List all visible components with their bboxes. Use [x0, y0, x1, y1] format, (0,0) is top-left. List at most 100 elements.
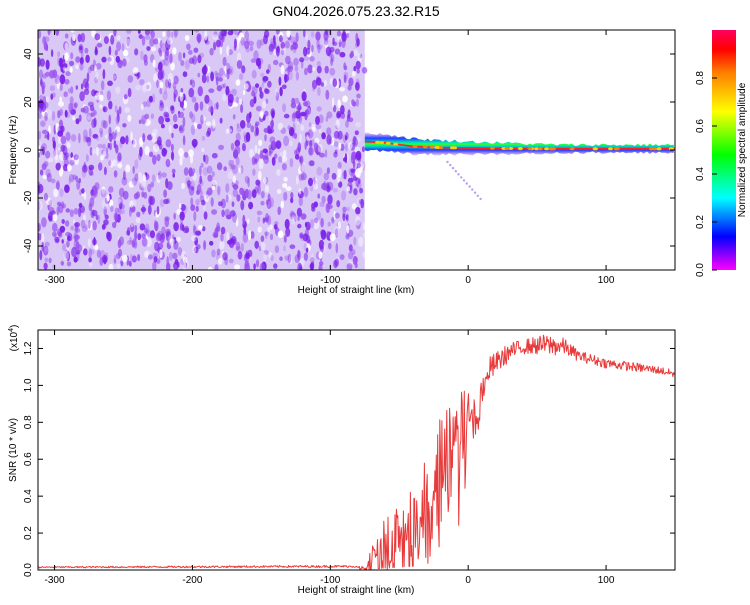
noise-speck [304, 100, 311, 108]
noise-speck [63, 250, 69, 261]
noise-speck [84, 81, 90, 91]
noise-speck [239, 187, 244, 195]
noise-speck [191, 113, 196, 123]
noise-speck [355, 216, 361, 226]
noise-speck [356, 219, 361, 230]
x-tick-label: -300 [45, 275, 65, 286]
noise-speck [248, 40, 254, 47]
noise-speck [75, 118, 80, 125]
noise-speck [74, 234, 80, 240]
noise-speck [262, 148, 268, 154]
noise-speck [45, 150, 51, 159]
noise-speck [308, 146, 313, 156]
noise-speck [296, 118, 302, 125]
noise-speck [125, 38, 131, 49]
noise-speck [283, 113, 290, 119]
noise-speck [218, 257, 223, 265]
noise-speck [184, 35, 190, 41]
noise-speck [334, 227, 339, 237]
noise-speck [350, 168, 357, 173]
noise-speck [314, 217, 318, 224]
noise-speck [297, 106, 302, 111]
noise-speck [181, 182, 186, 190]
noise-speck [324, 38, 329, 46]
noise-speck [252, 168, 256, 176]
noise-speck [152, 59, 156, 68]
noise-speck [226, 45, 230, 56]
noise-speck [324, 41, 329, 48]
noise-speck [216, 225, 221, 232]
noise-speck [141, 191, 145, 198]
noise-speck [180, 217, 184, 225]
noise-speck [297, 216, 300, 221]
noise-speck [56, 180, 60, 190]
spur-dot [462, 179, 466, 182]
noise-speck [338, 39, 342, 48]
noise-speck [117, 196, 124, 207]
colorbar-tick-label: 0.6 [695, 119, 706, 133]
noise-speck [247, 177, 250, 188]
snr-series-line [38, 334, 675, 570]
noise-speck [337, 221, 342, 229]
noise-speck [263, 177, 267, 184]
noise-speck [166, 37, 173, 45]
noise-speck [295, 147, 301, 156]
noise-speck [173, 240, 179, 251]
noise-speck [74, 235, 79, 241]
noise-speck [86, 112, 92, 122]
noise-speck [173, 123, 179, 129]
bottom-x-axis-label: Height of straight line (km) [298, 585, 415, 596]
noise-speck [202, 167, 209, 176]
noise-speck [202, 200, 205, 206]
noise-speck [132, 139, 137, 148]
noise-speck [70, 134, 77, 142]
spur-dot [449, 163, 452, 167]
noise-speck [245, 188, 249, 199]
noise-speck [327, 194, 333, 205]
noise-speck [294, 213, 297, 223]
noise-speck [93, 110, 97, 116]
noise-speck [43, 192, 49, 201]
noise-speck [236, 123, 240, 129]
noise-speck [279, 86, 283, 97]
noise-speck [161, 147, 167, 157]
noise-speck [317, 44, 321, 54]
noise-speck [147, 204, 152, 215]
noise-speck [297, 250, 301, 261]
noise-speck [211, 185, 216, 191]
noise-speck [346, 213, 349, 222]
noise-speck [115, 136, 121, 142]
signal-peak [649, 147, 654, 151]
noise-speck [296, 175, 299, 185]
noise-speck [123, 49, 129, 57]
noise-speck [47, 30, 51, 36]
noise-speck [39, 94, 44, 101]
noise-speck [142, 174, 147, 182]
noise-speck [240, 104, 244, 113]
noise-speck [260, 235, 265, 242]
noise-speck [324, 149, 328, 158]
noise-speck [193, 47, 199, 53]
noise-speck [282, 103, 287, 113]
noise-speck [45, 96, 50, 103]
noise-speck [313, 142, 319, 153]
noise-speck [142, 133, 146, 143]
noise-speck [94, 33, 101, 41]
noise-speck [117, 239, 122, 249]
noise-speck [178, 203, 182, 209]
noise-speck [288, 140, 293, 147]
noise-speck [227, 93, 234, 104]
noise-speck [174, 30, 178, 39]
noise-speck [108, 160, 112, 167]
noise-speck [159, 39, 163, 49]
noise-speck [318, 251, 323, 259]
noise-speck [188, 49, 193, 55]
noise-speck [226, 69, 230, 80]
noise-speck [160, 123, 165, 129]
noise-speck [359, 187, 364, 194]
noise-speck [75, 64, 79, 70]
noise-speck [183, 227, 190, 234]
y-tick-label: 40 [23, 48, 34, 60]
noise-speck [342, 213, 346, 222]
noise-speck [347, 206, 350, 212]
